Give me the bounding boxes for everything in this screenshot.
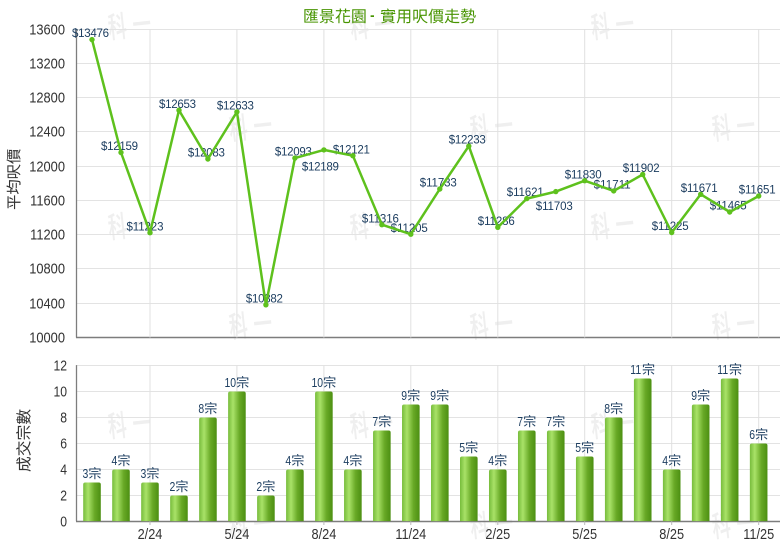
svg-text:10: 10 <box>312 375 324 391</box>
svg-text:$13476: $13476 <box>72 28 109 40</box>
svg-text:2: 2 <box>170 479 176 495</box>
svg-text:5: 5 <box>459 440 465 456</box>
svg-text:12: 12 <box>53 358 67 374</box>
svg-text:$11711: $11711 <box>594 180 631 192</box>
svg-text:13200: 13200 <box>29 56 65 72</box>
svg-text:0: 0 <box>60 514 67 530</box>
svg-text:$11223: $11223 <box>127 221 164 233</box>
svg-text:$11902: $11902 <box>623 163 660 175</box>
svg-text:11: 11 <box>717 362 728 378</box>
svg-text:7: 7 <box>546 414 552 430</box>
svg-text:10: 10 <box>225 375 237 391</box>
svg-text:4: 4 <box>60 462 67 478</box>
svg-text:4: 4 <box>343 453 349 469</box>
svg-text:$12653: $12653 <box>159 99 196 111</box>
svg-text:11/24: 11/24 <box>395 526 426 542</box>
svg-text:$12233: $12233 <box>449 135 486 147</box>
svg-text:12800: 12800 <box>29 90 65 106</box>
svg-text:10000: 10000 <box>29 330 65 346</box>
svg-text:9: 9 <box>691 388 697 404</box>
svg-text:11: 11 <box>630 362 641 378</box>
svg-text:$11733: $11733 <box>420 178 457 190</box>
svg-text:5/24: 5/24 <box>224 526 249 542</box>
svg-text:3: 3 <box>141 466 147 482</box>
svg-text:4: 4 <box>662 453 668 469</box>
svg-text:2: 2 <box>256 479 262 495</box>
svg-text:$12633: $12633 <box>217 101 254 113</box>
svg-text:8/25: 8/25 <box>659 526 684 542</box>
svg-text:2/25: 2/25 <box>485 526 510 542</box>
svg-text:2: 2 <box>60 488 67 504</box>
svg-text:7: 7 <box>372 414 378 430</box>
svg-text:10800: 10800 <box>29 261 65 277</box>
svg-text:9: 9 <box>430 388 436 404</box>
svg-text:10: 10 <box>53 384 67 400</box>
svg-text:8/24: 8/24 <box>311 526 336 542</box>
svg-text:2/24: 2/24 <box>138 526 163 542</box>
svg-text:11200: 11200 <box>30 227 65 243</box>
svg-text:3: 3 <box>83 466 89 482</box>
svg-text:11/25: 11/25 <box>743 526 774 542</box>
svg-text:7: 7 <box>517 414 523 430</box>
svg-text:13600: 13600 <box>29 22 65 38</box>
svg-text:$11651: $11651 <box>739 185 776 197</box>
svg-text:$12189: $12189 <box>302 161 339 173</box>
svg-text:10400: 10400 <box>29 296 65 312</box>
svg-text:4: 4 <box>112 453 118 469</box>
svg-text:8: 8 <box>604 401 610 417</box>
svg-text:6: 6 <box>60 436 67 452</box>
svg-text:$11830: $11830 <box>565 169 602 181</box>
svg-text:12000: 12000 <box>29 159 65 175</box>
svg-text:4: 4 <box>488 453 494 469</box>
svg-text:$11703: $11703 <box>536 201 573 213</box>
svg-text:6: 6 <box>749 427 755 443</box>
svg-text:$11671: $11671 <box>681 183 718 195</box>
svg-text:$12083: $12083 <box>188 148 225 160</box>
svg-text:11600: 11600 <box>30 193 65 209</box>
svg-text:12400: 12400 <box>29 124 65 140</box>
svg-text:5/25: 5/25 <box>572 526 597 542</box>
svg-text:8: 8 <box>198 401 204 417</box>
svg-text:4: 4 <box>285 453 291 469</box>
svg-text:$11465: $11465 <box>710 201 747 213</box>
svg-text:8: 8 <box>60 410 67 426</box>
svg-text:9: 9 <box>401 388 407 404</box>
svg-text:5: 5 <box>575 440 581 456</box>
